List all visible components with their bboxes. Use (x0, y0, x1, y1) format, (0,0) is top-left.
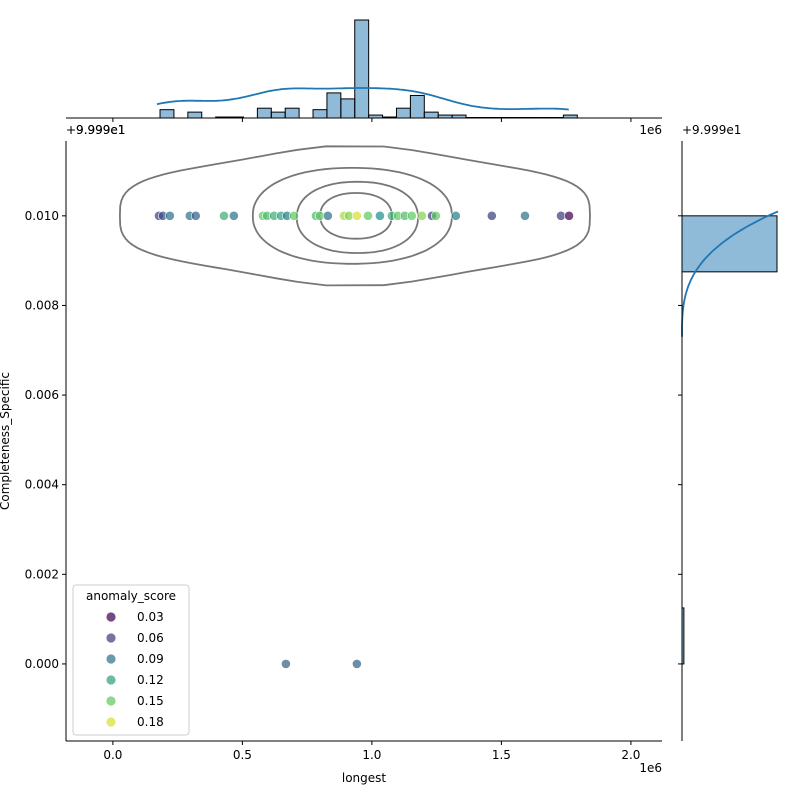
scatter-points (154, 210, 574, 669)
top-histogram-bar (256, 107, 272, 119)
scatter-point (363, 210, 373, 221)
legend-title: anomaly_score (86, 589, 176, 603)
top-marginal-offset-text: +9.999e1 (66, 123, 125, 137)
right-marginal-histogram (681, 210, 779, 665)
kde-contour-line (251, 167, 453, 265)
legend-label: 0.06 (137, 631, 164, 645)
scatter-point (281, 659, 291, 669)
x-tick-label: 1.5 (492, 748, 511, 762)
y-tick-label: 0.008 (25, 298, 59, 312)
scatter-point (219, 210, 229, 221)
y-tick-label: 0.004 (25, 478, 59, 492)
scatter-point (450, 210, 461, 221)
top-kde-line (156, 87, 569, 111)
axes: 0.0 0.5 1.0 1.5 2.0 0.000 0.002 0.004 0.006 0.008… (25, 117, 683, 762)
legend-label: 0.15 (137, 694, 164, 708)
kde-contour-line (118, 145, 591, 287)
top-histogram-bar (354, 19, 370, 119)
x-tick-label: 0.5 (233, 748, 252, 762)
scatter-point (486, 210, 497, 221)
scatter-point (351, 659, 362, 669)
y-offset-text: +9.999e1 (66, 123, 125, 137)
top-histogram-bar (326, 92, 342, 119)
legend-marker (106, 654, 116, 664)
y-axis-label: Completeness_Specific (0, 372, 12, 510)
top-histogram-bar (395, 107, 411, 119)
y-tick-label: 0.002 (25, 567, 59, 581)
top-histogram-bar (270, 111, 286, 119)
scatter-point (406, 210, 417, 221)
top-histogram-bar (340, 98, 356, 119)
x-tick-label: 0.0 (103, 748, 122, 762)
scatter-point (351, 210, 362, 221)
top-histogram-bar (187, 111, 203, 119)
top-histogram-bar (423, 111, 439, 119)
x-offset-text: 1e6 (639, 761, 662, 775)
scatter-point (322, 210, 333, 221)
x-tick-label: 2.0 (621, 748, 640, 762)
top-histogram-bar (409, 94, 425, 119)
scatter-point (375, 210, 385, 221)
top-histogram-bar (312, 109, 328, 119)
legend-marker (106, 696, 116, 706)
top-histogram-bar (159, 109, 175, 119)
x-axis-label: longest (342, 771, 387, 785)
legend-marker (106, 633, 116, 643)
x-tick-label: 1.0 (362, 748, 381, 762)
scatter-point (430, 210, 441, 221)
scatter-point (520, 210, 530, 221)
legend-label: 0.12 (137, 673, 164, 687)
legend-marker (106, 717, 116, 727)
scatter-point (289, 210, 299, 221)
scatter-point (190, 210, 201, 221)
legend-frame (72, 584, 190, 736)
legend-marker (106, 612, 116, 622)
legend-label: 0.09 (137, 652, 164, 666)
legend-label: 0.03 (137, 610, 164, 624)
top-marginal-histogram (156, 19, 578, 119)
scatter-point (564, 210, 574, 221)
right-marginal-offset-text: +9.999e1 (682, 123, 741, 137)
top-histogram-bar (284, 107, 300, 119)
legend: anomaly_score 0.03 0.06 0.09 0.12 0.15 0.18 (72, 584, 190, 736)
y-tick-label: 0.000 (25, 657, 59, 671)
legend-label: 0.18 (137, 715, 164, 729)
scatter-point (228, 210, 239, 221)
scatter-point (164, 210, 175, 221)
y-tick-label: 0.006 (25, 388, 59, 402)
right-histogram-bar (681, 215, 778, 273)
top-marginal-scale-text: 1e6 (639, 123, 662, 137)
scatter-point (416, 210, 427, 221)
legend-marker (106, 675, 116, 685)
y-tick-label: 0.010 (25, 209, 59, 223)
